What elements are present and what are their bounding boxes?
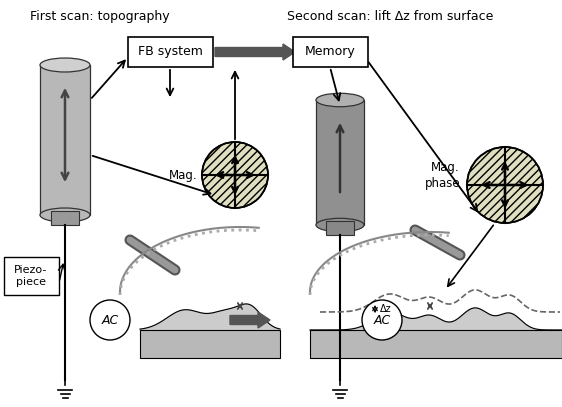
Text: Δz: Δz [380,304,392,314]
Circle shape [362,300,402,340]
Circle shape [90,300,130,340]
Bar [128,37,212,67]
Polygon shape [140,304,280,330]
Bar [4,257,59,295]
Bar [51,211,79,225]
Text: First scan: topography: First scan: topography [30,10,170,23]
Text: AC: AC [373,313,391,326]
Ellipse shape [316,218,364,232]
Text: AC: AC [101,313,119,326]
Bar [140,330,280,358]
Text: Memory: Memory [305,46,355,59]
FancyArrow shape [215,44,295,60]
Ellipse shape [40,208,90,222]
Polygon shape [310,308,562,330]
Bar [326,221,354,235]
Ellipse shape [202,142,268,208]
Bar [310,330,562,358]
Bar [316,100,364,225]
Text: Mag.: Mag. [169,168,197,182]
FancyArrow shape [230,312,270,328]
Ellipse shape [40,58,90,72]
Text: Piezo-
piece: Piezo- piece [14,265,48,287]
Bar [40,65,90,215]
Text: Mag.
phase: Mag. phase [424,160,460,190]
Text: FB system: FB system [138,46,202,59]
Text: Second scan: lift Δz from surface: Second scan: lift Δz from surface [287,10,493,23]
Ellipse shape [316,93,364,107]
Bar [292,37,368,67]
Ellipse shape [467,147,543,223]
